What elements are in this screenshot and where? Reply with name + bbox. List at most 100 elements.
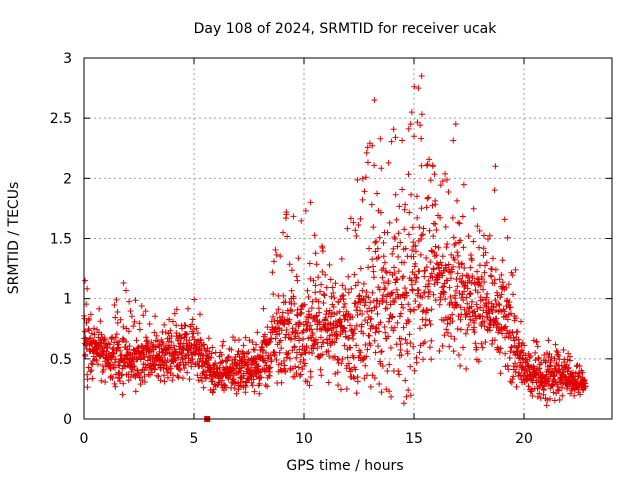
data-point <box>547 363 554 370</box>
data-point <box>381 286 388 293</box>
data-point <box>114 345 121 352</box>
data-point <box>359 310 366 317</box>
data-point <box>401 259 408 266</box>
data-point <box>479 344 486 351</box>
data-point <box>115 362 122 369</box>
data-point <box>456 220 463 227</box>
data-point <box>87 368 94 375</box>
data-point <box>430 233 437 240</box>
data-point <box>115 341 122 348</box>
data-point <box>100 366 107 373</box>
data-point <box>242 334 249 341</box>
data-point <box>468 257 475 264</box>
data-point <box>394 276 401 283</box>
data-point <box>436 301 443 308</box>
data-point <box>413 359 420 366</box>
data-point <box>181 365 188 372</box>
data-point <box>117 316 124 323</box>
data-point <box>512 360 519 367</box>
data-point <box>468 255 475 262</box>
data-point <box>490 304 497 311</box>
data-point <box>445 188 452 195</box>
data-point <box>373 303 380 310</box>
data-point <box>348 285 355 292</box>
data-point <box>374 190 381 197</box>
data-point <box>320 300 327 307</box>
data-point <box>84 384 91 391</box>
data-point <box>298 217 305 224</box>
data-point <box>325 379 332 386</box>
data-point <box>454 249 461 256</box>
data-point <box>403 393 410 400</box>
data-point <box>90 325 97 332</box>
data-point <box>393 216 400 223</box>
data-point <box>343 385 350 392</box>
data-point <box>178 335 185 342</box>
data-point <box>363 372 370 379</box>
data-point <box>175 374 182 381</box>
data-point <box>370 274 377 281</box>
data-point <box>396 313 403 320</box>
data-point <box>502 323 509 330</box>
data-point <box>463 365 470 372</box>
data-point <box>271 352 278 359</box>
data-point <box>281 362 288 369</box>
data-point <box>450 263 457 270</box>
data-point <box>112 314 119 321</box>
data-point <box>482 300 489 307</box>
data-point <box>577 391 584 398</box>
data-point <box>423 306 430 313</box>
data-point <box>358 321 365 328</box>
data-point <box>517 318 524 325</box>
data-point <box>233 390 240 397</box>
data-point <box>559 392 566 399</box>
data-point <box>429 163 436 170</box>
data-point <box>154 338 161 345</box>
data-point <box>306 260 313 267</box>
data-point <box>122 287 129 294</box>
data-point <box>370 224 377 231</box>
data-point <box>430 291 437 298</box>
data-point <box>86 315 93 322</box>
data-point <box>426 227 433 234</box>
data-point <box>451 256 458 263</box>
data-point <box>394 243 401 250</box>
data-point <box>165 366 172 373</box>
data-point <box>217 359 224 366</box>
data-point <box>380 279 387 286</box>
data-point <box>203 371 210 378</box>
data-point <box>536 390 543 397</box>
data-point <box>115 369 122 376</box>
data-point <box>406 331 413 338</box>
data-point <box>407 121 414 128</box>
data-point <box>461 306 468 313</box>
data-point <box>469 274 476 281</box>
data-point <box>283 354 290 361</box>
data-point <box>509 375 516 382</box>
data-point <box>415 85 422 92</box>
data-point <box>481 278 488 285</box>
x-tick-label: 0 <box>80 431 89 447</box>
data-point <box>555 353 562 360</box>
data-point <box>319 351 326 358</box>
data-point <box>465 233 472 240</box>
data-point <box>342 286 349 293</box>
data-point <box>412 260 419 267</box>
data-point <box>508 344 515 351</box>
data-point <box>273 310 280 317</box>
data-point <box>392 134 399 141</box>
data-point <box>449 311 456 318</box>
data-point <box>113 331 120 338</box>
data-point <box>471 329 478 336</box>
data-point <box>467 290 474 297</box>
data-point <box>407 392 414 399</box>
data-point <box>173 333 180 340</box>
data-point <box>459 213 466 220</box>
data-point <box>405 171 412 178</box>
data-point <box>424 283 431 290</box>
data-point <box>467 316 474 323</box>
data-point <box>543 350 550 357</box>
data-point <box>87 334 94 341</box>
data-point <box>384 367 391 374</box>
